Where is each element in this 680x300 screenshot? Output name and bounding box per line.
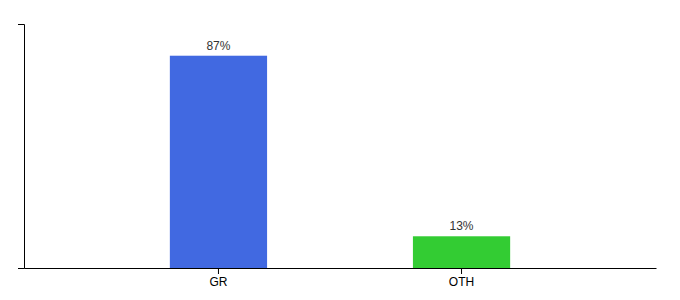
bar [170,56,267,268]
x-tick-label: GR [209,275,227,289]
x-tick: GR [209,268,227,289]
data-label: 87% [206,39,230,53]
data-label: 13% [450,219,474,233]
data-labels: 87% 13% [206,39,473,234]
x-tick-mark [218,268,219,274]
chart-container: GR OTH 87% 13% [0,0,680,300]
x-axis-line [25,268,657,269]
x-tick-mark [461,268,462,274]
bars [170,56,510,268]
plot-area: GR OTH 87% 13% [18,25,657,289]
x-axis: GR OTH [25,268,657,289]
y-axis [18,25,25,269]
bar [413,236,510,268]
chart-svg: GR OTH 87% 13% [0,0,680,300]
x-tick: OTH [449,268,474,289]
x-tick-label: OTH [449,275,474,289]
y-axis-line [18,25,25,269]
